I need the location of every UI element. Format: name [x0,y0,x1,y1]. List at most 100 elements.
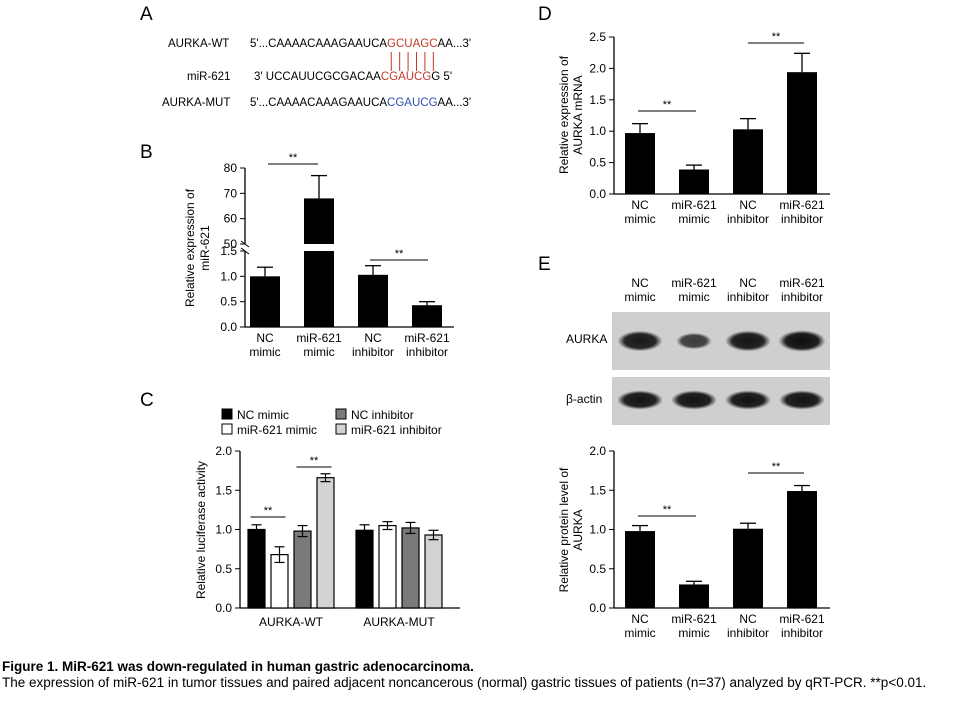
d-y-tick-label: 2.0 [589,61,606,75]
b-y-axis-title-1: Relative expression of [183,188,197,307]
sequence-label-3: AURKA-MUT [162,97,230,109]
sequence-3: 5'...CAAAACAAAGAAUCACGAUCGAA...3' [250,97,471,109]
figure-canvas: A B C D E AURKA-WT 5'...CAAAACAAAGAAUCAGCUAGCA… [140,4,830,640]
figure-caption: Figure 1. MiR-621 was down-regulated in … [2,659,972,691]
beta-actin-band [779,390,825,410]
b-bar-lower [304,251,334,327]
d-x-tick-label-line1: miR-621 [671,198,717,212]
e-lane-label-line1: NC [739,276,757,290]
panel-letter-a: A [140,4,153,25]
c-bar [401,527,420,609]
c-legend-swatch [335,423,347,435]
d-y-tick-label: 1.5 [589,93,606,107]
panel-letter-c: C [140,390,154,411]
blot-label-beta-actin: β-actin [566,392,602,406]
c-y-tick-label: 2.0 [215,444,232,458]
beta-actin-band [617,390,663,410]
e-y-axis-title-2: AURKA [571,509,585,550]
d-x-tick-label-line2: inhibitor [727,212,769,226]
sequence-label-2: miR-621 [187,71,230,83]
beta-actin-band [725,390,771,410]
sequence-1: 5'...CAAAACAAAGAAUCAGCUAGCAA...3' [250,38,471,50]
e-x-tick-label-line1: NC [631,612,649,626]
d-bar [679,169,709,194]
d-bar [625,133,655,194]
c-bar [247,528,266,609]
c-y-tick-label: 1.5 [215,483,232,497]
e-bar [787,491,817,608]
e-y-tick-label: 1.0 [589,523,606,537]
e-lane-label-line2: inhibitor [781,290,823,304]
d-significance-2-label: ** [772,31,781,43]
d-x-tick-label-line1: miR-621 [779,198,825,212]
c-y-axis-title: Relative luciferase activity [194,461,208,599]
e-y-tick-label: 0.5 [589,562,606,576]
d-x-tick-label-line2: mimic [678,212,709,226]
b-y-tick-label: 60 [224,212,238,226]
b-y-tick-label: 1.0 [220,269,237,283]
b-y-tick-label: 50 [224,237,238,251]
b-bar [412,305,442,327]
b-y-tick-label: 0.5 [220,295,237,309]
c-bar [293,530,312,609]
e-bar [625,531,655,608]
d-y-tick-label: 1.0 [589,124,606,138]
e-significance-2-label: ** [772,461,781,473]
e-x-tick-label-line1: miR-621 [779,612,825,626]
d-y-tick-label: 0.5 [589,156,606,170]
e-y-tick-label: 0.0 [589,601,606,615]
sequence-label-1: AURKA-WT [168,38,229,50]
b-x-tick-label-line1: NC [256,331,274,345]
c-y-tick-label: 0.0 [215,601,232,615]
c-bar [316,477,335,609]
aurka-band [778,330,826,352]
b-x-tick-label-line1: miR-621 [296,331,342,345]
b-y-tick-label: 0.0 [220,320,237,334]
d-bar [733,129,763,194]
c-legend-label: NC mimic [237,408,289,422]
b-significance-1-label: ** [289,152,298,164]
b-bar [358,274,388,327]
e-lane-label-line1: miR-621 [779,276,825,290]
d-significance-1-label: ** [663,99,672,111]
b-x-tick-label-line2: mimic [249,345,280,359]
panel-letter-b: B [140,142,153,163]
sequence-2: 3' UCCAUUCGCGACAACGAUCGG 5' [254,71,452,83]
e-x-tick-label-line2: mimic [678,626,709,640]
c-legend-swatch [221,408,233,420]
c-legend-swatch [221,423,233,435]
d-y-tick-label: 2.5 [589,30,606,44]
e-lane-label-line2: mimic [624,290,655,304]
b-y-tick-label: 80 [224,161,238,175]
c-bar [424,534,443,609]
caption-body: The expression of miR-621 in tumor tissu… [2,675,927,690]
blot-label-aurka: AURKA [566,332,607,346]
e-y-tick-label: 1.5 [589,483,606,497]
b-x-tick-label-line1: miR-621 [404,331,450,345]
e-lane-label-line1: NC [631,276,649,290]
e-x-tick-label-line1: miR-621 [671,612,717,626]
b-x-tick-label-line1: NC [364,331,382,345]
b-y-tick-label: 70 [224,186,238,200]
e-x-tick-label-line2: mimic [624,626,655,640]
c-y-tick-label: 1.0 [215,523,232,537]
caption-title: Figure 1. MiR-621 was down-regulated in … [2,659,474,674]
c-x-tick-label: AURKA-WT [259,615,324,629]
b-x-tick-label-line2: inhibitor [406,345,448,359]
d-x-tick-label-line1: NC [631,198,649,212]
c-significance-2-label: ** [310,455,319,467]
panel-letter-d: D [538,4,552,25]
aurka-band [725,330,771,352]
d-x-tick-label-line2: mimic [624,212,655,226]
b-y-axis-title-2: miR-621 [198,225,212,271]
c-legend-label: miR-621 mimic [237,423,317,437]
aurka-band [617,330,663,352]
b-x-tick-label-line2: inhibitor [352,345,394,359]
c-legend-label: NC inhibitor [351,408,414,422]
b-x-tick-label-line2: mimic [303,345,334,359]
d-bar [787,72,817,194]
e-x-tick-label-line2: inhibitor [727,626,769,640]
c-y-tick-label: 0.5 [215,562,232,576]
e-bar [733,528,763,608]
e-x-tick-label-line2: inhibitor [781,626,823,640]
